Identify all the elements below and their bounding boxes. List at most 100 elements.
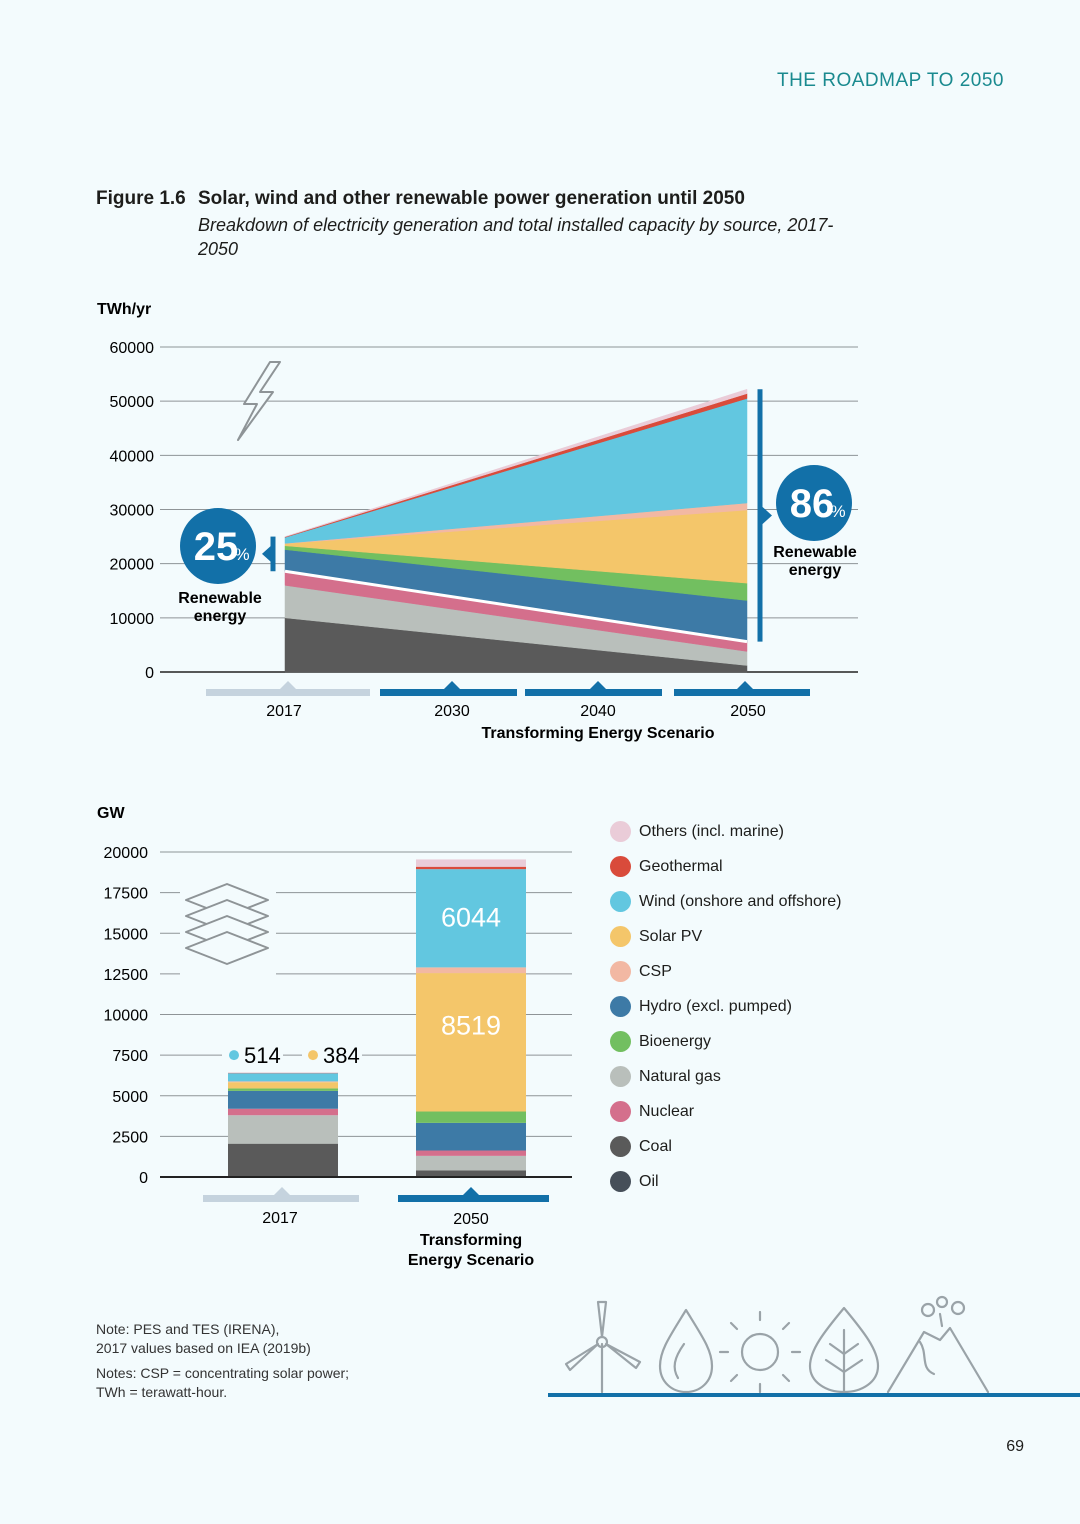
axis-marker [444, 681, 460, 689]
axis-marker [590, 681, 606, 689]
legend-item: Hydro (excl. pumped) [610, 989, 841, 1024]
bar-segment-bioenergy [416, 1111, 526, 1123]
label-line: Renewable [773, 544, 857, 561]
bar-segment-bioenergy [228, 1088, 338, 1091]
note-line: 2017 values based on IEA (2019b) [96, 1340, 311, 1356]
data-label-wind-2017: 514 [244, 1043, 281, 1068]
legend-item: CSP [610, 954, 841, 989]
legend-label: Bioenergy [639, 1032, 712, 1050]
bar-segment-nuclear [416, 1150, 526, 1156]
renewable-share-label: Renewable energy [178, 590, 262, 625]
scenario-bar [525, 689, 662, 696]
legend-label: Geothermal [639, 857, 723, 875]
note-line: Notes: CSP = concentrating solar power; [96, 1365, 350, 1381]
legend-swatch [610, 1171, 631, 1192]
capacity-bar-chart: GW 0 2500 5000 7500 10000 12500 15000 17500 20000… [97, 805, 572, 1269]
bar-segment-others [416, 859, 526, 867]
sun-icon [718, 1310, 802, 1394]
y-tick-label: 0 [145, 665, 154, 682]
bar-segment-coal [228, 1143, 338, 1177]
legend-swatch [610, 891, 631, 912]
legend-swatch [610, 926, 631, 947]
legend-item: Geothermal [610, 849, 841, 884]
bar-segment-nuclear [228, 1108, 338, 1116]
legend-swatch [610, 1136, 631, 1157]
x-tick-label: 2017 [266, 703, 302, 720]
legend-swatch [610, 821, 631, 842]
scenario-label: Transforming Energy Scenario [482, 725, 715, 742]
y-tick-label: 5000 [112, 1089, 148, 1106]
layers-icon [185, 931, 269, 965]
bar-segment-csp [228, 1081, 338, 1083]
legend-swatch [610, 1101, 631, 1122]
legend-label: Wind (onshore and offshore) [639, 892, 842, 910]
bar-segment-wind [228, 1073, 338, 1082]
y-tick-label: 10000 [110, 611, 155, 628]
y-tick-label: 60000 [110, 340, 155, 357]
legend-label: Solar PV [639, 927, 703, 945]
y-axis-unit: TWh/yr [97, 301, 151, 318]
legend-label: Oil [639, 1172, 659, 1190]
scenario-label: Energy Scenario [408, 1252, 535, 1269]
legend-label: CSP [639, 962, 672, 980]
label-line: energy [194, 608, 247, 625]
legend-item: Nuclear [610, 1094, 841, 1129]
scenario-bar [380, 689, 517, 696]
renewable-share-badge [180, 508, 256, 584]
renewable-share-value: 25 [194, 525, 239, 569]
scenario-bar [674, 689, 810, 696]
y-tick-label: 20000 [110, 557, 155, 574]
note-line: Note: PES and TES (IRENA), [96, 1321, 280, 1337]
legend-swatch [610, 856, 631, 877]
y-tick-label: 7500 [112, 1048, 148, 1065]
legend-item: Oil [610, 1164, 841, 1199]
lightning-icon [237, 361, 281, 441]
bar-segment-geothermal [416, 866, 526, 870]
renewable-share-unit: % [830, 502, 845, 521]
y-tick-label: 50000 [110, 394, 155, 411]
legend-label: Nuclear [639, 1102, 695, 1120]
y-tick-label: 12500 [104, 967, 149, 984]
data-label-solar-2017: 384 [323, 1043, 360, 1068]
renewable-share-badge [776, 465, 852, 541]
legend-item: Others (incl. marine) [610, 814, 841, 849]
data-label-solar-2050: 8519 [441, 1010, 501, 1040]
legend-swatch [610, 961, 631, 982]
figure-title: Solar, wind and other renewable power ge… [198, 188, 745, 209]
bar-segment-wind [416, 869, 526, 968]
baseline-bar-2017 [203, 1195, 359, 1202]
figure-subtitle: Breakdown of electricity generation and … [198, 215, 834, 259]
baseline-bar-2017 [206, 689, 370, 696]
x-tick-label: 2017 [262, 1210, 298, 1227]
data-label-wind-2050: 6044 [441, 902, 501, 932]
figure-number: Figure 1.6 [96, 188, 186, 209]
page-number: 69 [1006, 1438, 1024, 1455]
axis-marker [737, 681, 753, 689]
wind-dot-marker [229, 1050, 239, 1061]
y-axis-unit: GW [97, 805, 125, 822]
legend-label: Coal [639, 1137, 672, 1155]
y-tick-label: 10000 [104, 1008, 149, 1025]
axis-marker [274, 1187, 290, 1195]
legend-swatch [610, 1031, 631, 1052]
bar-segment-natural_gas [228, 1115, 338, 1144]
renewable-share-value: 86 [790, 482, 835, 526]
figure-notes: Note: PES and TES (IRENA), 2017 values ba… [96, 1320, 349, 1408]
legend-label: Hydro (excl. pumped) [639, 997, 792, 1015]
bar-segment-csp [416, 967, 526, 974]
leaf-icon [808, 1306, 880, 1394]
legend-swatch [610, 996, 631, 1017]
renewables-icon-strip [548, 1295, 1080, 1397]
volcano-icon [886, 1295, 990, 1394]
water-drop-icon [658, 1308, 714, 1394]
legend-label: Natural gas [639, 1067, 721, 1085]
axis-marker [280, 681, 296, 689]
legend-item: Bioenergy [610, 1024, 841, 1059]
bracket-pointer [262, 544, 272, 563]
label-line: energy [789, 562, 842, 579]
note-line: TWh = terawatt-hour. [96, 1384, 228, 1400]
bar-segment-hydro [416, 1122, 526, 1151]
x-tick-label: 2040 [580, 703, 616, 720]
chart-legend: Others (incl. marine) Geothermal Wind (ons… [610, 814, 841, 1199]
y-tick-label: 15000 [104, 926, 149, 943]
